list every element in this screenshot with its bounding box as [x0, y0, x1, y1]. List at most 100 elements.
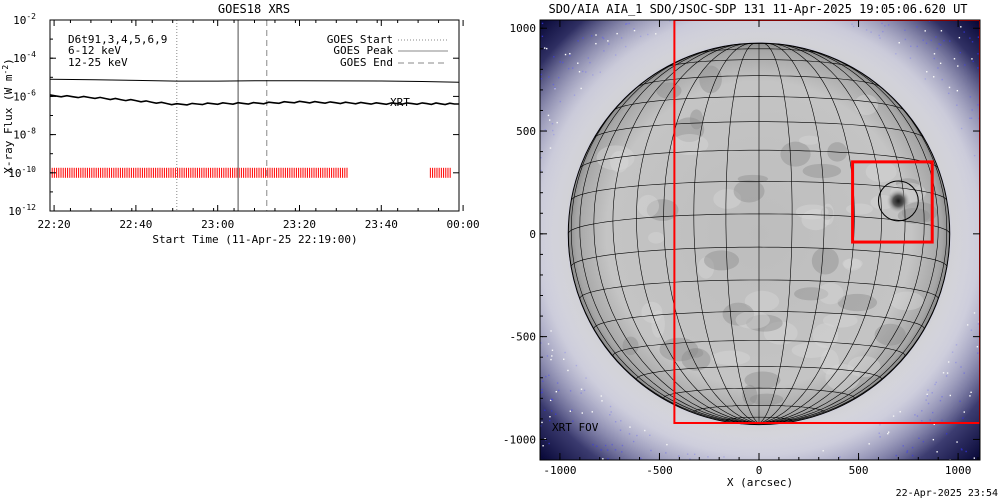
disk-feature [847, 356, 881, 378]
y-tick-base: 10 [8, 205, 21, 218]
disk-feature [703, 250, 740, 271]
disk-feature [689, 109, 704, 130]
disk-feature [744, 290, 780, 312]
legend-goes-start: GOES Start [327, 33, 393, 46]
disk-feature [744, 371, 781, 389]
noise-pixel [958, 36, 961, 39]
disk-feature [795, 204, 829, 220]
image-x-tick-label: 1000 [945, 464, 972, 477]
disk-texture [596, 65, 938, 406]
grid-line [758, 43, 882, 424]
y-tick-label: 10-10 [8, 165, 36, 180]
grid-line [725, 43, 760, 424]
disk-feature [843, 258, 862, 271]
disk-feature [822, 313, 858, 328]
time-markers-legend: GOES Start GOES Peak GOES End [327, 33, 448, 69]
grid-line [758, 45, 925, 424]
xrt-fov-box [673, 20, 980, 424]
noise-pixel [544, 409, 546, 412]
legend-goes-end: GOES End [340, 56, 393, 69]
disk-feature [733, 179, 765, 203]
disk-feature [846, 203, 873, 215]
y-tick-label: 10-6 [13, 88, 36, 103]
disk-feature [749, 393, 784, 405]
aia-image-panel: SDO/AIA AIA_1 SDO/JSOC-SDP 131 11-Apr-20… [503, 2, 981, 489]
grid-line [758, 43, 793, 424]
image-y-tick-label: 500 [516, 125, 536, 138]
y-axis-label-exp: -2 [1, 65, 10, 75]
noise-pixel [542, 445, 544, 447]
disk-feature [656, 82, 682, 99]
channels-label: D6t91,3,4,5,6,9 [68, 33, 167, 46]
image-x-tick-label: -500 [646, 464, 673, 477]
legend-goes-peak: GOES Peak [333, 44, 393, 57]
y-axis-label: X-ray Flux (W m-2) [1, 58, 15, 174]
disk-feature [697, 257, 715, 279]
goes-marks [49, 20, 460, 211]
grid-line [663, 43, 760, 424]
disk-feature [737, 174, 769, 183]
disk-feature [854, 94, 879, 115]
image-x-ticks: -1000 -500 0 500 1000 [539, 20, 979, 477]
y-tick-label: 10-8 [13, 127, 36, 142]
noise-pixel [544, 47, 546, 49]
disk-feature [670, 134, 709, 156]
noise-pixel [977, 36, 980, 38]
disk-feature [745, 314, 783, 332]
chart-title: GOES18 XRS [218, 2, 290, 16]
disk-feature [811, 247, 839, 275]
y-tick-base: 10 [13, 90, 26, 103]
noise-pixel [540, 425, 542, 427]
disk-feature [837, 293, 878, 312]
disk-feature [865, 161, 897, 183]
noise-pixel [969, 37, 971, 39]
disk-feature [699, 65, 722, 94]
disk-feature [890, 291, 924, 311]
disk-feature [874, 323, 906, 346]
disk-feature [793, 287, 829, 301]
y-tick-exp: -12 [22, 203, 37, 212]
noise-pixel [541, 421, 543, 424]
disk-feature [780, 141, 811, 167]
noise-pixel [971, 41, 974, 43]
y-tick-exp: -6 [26, 88, 36, 97]
x-tick-label: 23:20 [283, 218, 316, 231]
grid-line [758, 43, 825, 424]
noise-pixel [548, 442, 550, 445]
solar-limb [567, 42, 951, 426]
y-tick-base: 10 [13, 129, 26, 142]
noise-pixel [546, 47, 548, 50]
image-y-tick-label: 1000 [510, 22, 537, 35]
x-tick-label: 00:00 [447, 218, 480, 231]
y-tick-exp: -4 [26, 50, 36, 59]
noise-pixel [965, 450, 967, 453]
y-tick-label: 10-2 [13, 12, 36, 27]
image-y-tick-label: -500 [510, 331, 537, 344]
y-tick-base: 10 [8, 167, 21, 180]
image-x-tick-label: -1000 [543, 464, 576, 477]
y-tick-exp: -10 [22, 165, 37, 174]
image-x-tick-label: 0 [756, 464, 763, 477]
y-axis-label-end: ) [2, 58, 15, 65]
noise-pixel [977, 53, 979, 55]
noise-pixel [544, 438, 546, 440]
series-line-2 [49, 94, 459, 106]
disk-feature [646, 199, 679, 221]
y-tick-label: 10-12 [8, 203, 36, 218]
noise-pixel [960, 26, 962, 28]
x-axis-ticks: 22:20 22:40 23:00 23:20 23:40 00:00 [38, 20, 480, 231]
y-tick-exp: -8 [26, 127, 36, 136]
x-tick-label: 22:40 [119, 218, 152, 231]
image-y-ticks: 1000 500 0 -500 -1000 [503, 22, 980, 461]
disk-feature [711, 350, 751, 366]
coverage-segment-0 [49, 167, 348, 178]
noise-pixel [541, 22, 544, 25]
x-tick-label: 22:20 [38, 218, 71, 231]
disk-feature [901, 201, 938, 224]
disk-feature [610, 150, 629, 173]
x-axis-label: Start Time (11-Apr-25 22:19:00) [152, 233, 357, 246]
noise-pixel [956, 441, 958, 443]
disk-feature [681, 348, 711, 371]
noise-pixel [936, 451, 938, 453]
